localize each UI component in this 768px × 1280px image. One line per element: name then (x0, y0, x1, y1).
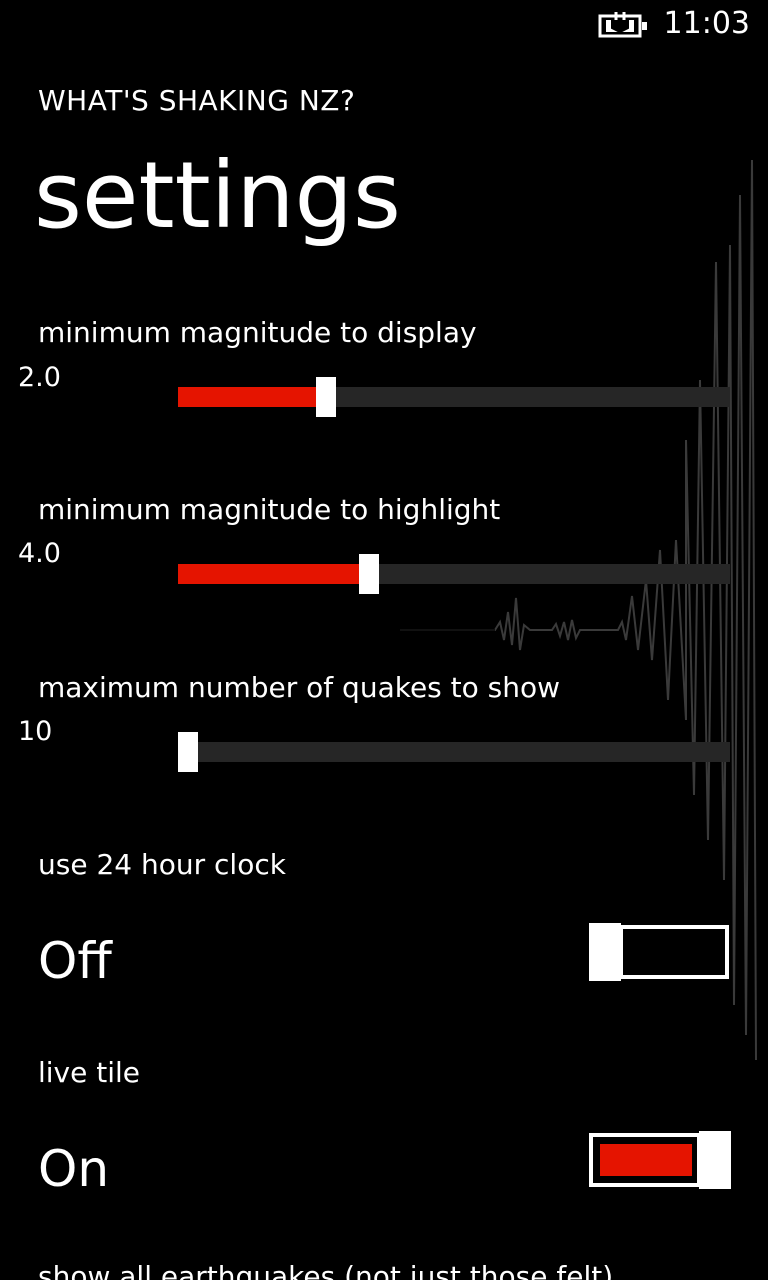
min-highlight-value: 4.0 (18, 538, 61, 569)
clock-24h-label: use 24 hour clock (38, 848, 286, 881)
live-tile-toggle[interactable] (589, 1131, 731, 1189)
min-highlight-slider[interactable] (178, 554, 730, 594)
clock-24h-state: Off (38, 932, 112, 990)
battery-charging-icon (598, 12, 647, 38)
live-tile-label: live tile (38, 1056, 141, 1089)
slider-fill (178, 387, 316, 407)
slider-thumb[interactable] (359, 554, 379, 594)
slider-thumb[interactable] (178, 732, 198, 772)
min-display-slider[interactable] (178, 377, 730, 417)
show-all-quakes-label: show all earthquakes (not just those fel… (38, 1260, 614, 1280)
clock-24h-toggle[interactable] (589, 923, 731, 981)
slider-thumb[interactable] (316, 377, 336, 417)
status-time: 11:03 (663, 6, 750, 41)
live-tile-state: On (38, 1140, 110, 1198)
min-highlight-label: minimum magnitude to highlight (38, 493, 501, 526)
max-quakes-label: maximum number of quakes to show (38, 671, 561, 704)
min-display-label: minimum magnitude to display (38, 316, 477, 349)
max-quakes-value: 10 (18, 716, 53, 747)
slider-fill (178, 564, 359, 584)
app-title: WHAT'S SHAKING NZ? (38, 84, 356, 117)
page-title: settings (34, 142, 401, 249)
max-quakes-slider[interactable] (178, 732, 730, 772)
min-display-value: 2.0 (18, 362, 61, 393)
